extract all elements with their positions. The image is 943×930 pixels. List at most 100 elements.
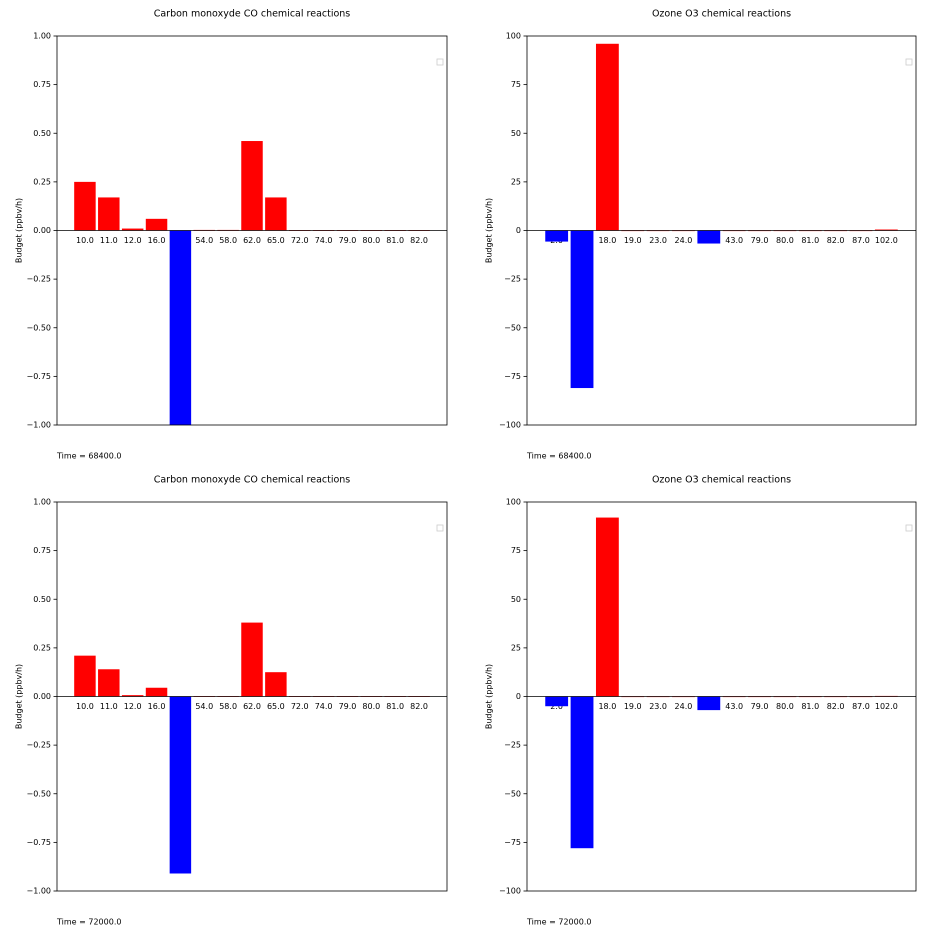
y-tick-label: −0.25 (26, 741, 51, 750)
legend-box (436, 58, 444, 66)
y-tick-label: −25 (504, 275, 521, 284)
y-tick-label: −0.75 (26, 838, 51, 847)
x-tick-label: 82.0 (827, 236, 845, 245)
x-tick-label: 82.0 (410, 236, 428, 245)
x-tick-label: 72.0 (291, 236, 309, 245)
bar (74, 655, 96, 697)
y-tick-label: 1.00 (33, 32, 51, 41)
bar (595, 43, 619, 231)
y-axis-label: Budget (ppbv/h) (485, 198, 494, 263)
x-tick-label: 16.0 (148, 236, 166, 245)
x-tick-label: 62.0 (243, 702, 261, 711)
y-tick-label: −75 (504, 838, 521, 847)
bar (545, 230, 569, 242)
x-tick-label: 54.0 (195, 236, 213, 245)
x-tick-label: 82.0 (827, 702, 845, 711)
x-tick-label: 43.0 (725, 236, 743, 245)
x-tick-label: 65.0 (267, 702, 285, 711)
bar (595, 517, 619, 697)
y-tick-label: 100 (506, 498, 521, 507)
y-tick-label: 1.00 (33, 498, 51, 507)
y-tick-label: −0.50 (26, 789, 51, 798)
x-tick-label: 80.0 (362, 236, 380, 245)
bar (169, 696, 192, 874)
x-tick-label: 82.0 (410, 702, 428, 711)
bar (570, 230, 594, 389)
chart-title: Ozone O3 chemical reactions (652, 475, 791, 486)
legend-box (905, 58, 913, 66)
axes-frame (526, 501, 917, 892)
x-tick-label: 81.0 (386, 236, 404, 245)
y-axis-label: Budget (ppbv/h) (485, 664, 494, 729)
y-axis-label: Budget (ppbv/h) (15, 198, 24, 263)
y-tick-label: −0.50 (26, 323, 51, 332)
x-tick-label: 87.0 (852, 702, 870, 711)
x-tick-label: 81.0 (801, 236, 819, 245)
bar (74, 181, 96, 231)
bar (121, 228, 144, 231)
annotation: Time = 72000.0 (56, 918, 121, 927)
y-tick-label: 50 (511, 129, 521, 138)
bar (241, 141, 263, 231)
y-tick-label: −100 (499, 887, 521, 896)
legend-box (436, 524, 444, 532)
x-tick-label: 102.0 (875, 702, 898, 711)
x-tick-label: 19.0 (624, 702, 642, 711)
bar (874, 229, 898, 231)
bar (121, 695, 144, 697)
chart-title: Ozone O3 chemical reactions (652, 9, 791, 20)
x-tick-label: 54.0 (195, 702, 213, 711)
x-tick-label: 102.0 (875, 236, 898, 245)
y-tick-label: 0.50 (33, 595, 51, 604)
y-tick-label: −50 (504, 323, 521, 332)
bar (241, 622, 263, 697)
y-tick-label: −75 (504, 372, 521, 381)
y-tick-label: −0.25 (26, 275, 51, 284)
x-tick-label: 11.0 (100, 236, 118, 245)
y-tick-label: 75 (511, 80, 521, 89)
x-tick-label: 81.0 (801, 702, 819, 711)
y-tick-label: −100 (499, 421, 521, 430)
x-tick-label: 10.0 (76, 702, 94, 711)
y-tick-label: 0 (516, 226, 521, 235)
bar (98, 669, 120, 697)
x-tick-label: 2.0 (550, 702, 563, 711)
y-tick-label: 0.75 (33, 80, 51, 89)
y-tick-label: 0.00 (33, 692, 51, 701)
y-tick-label: 0 (516, 692, 521, 701)
x-tick-label: 19.0 (624, 236, 642, 245)
y-tick-label: 100 (506, 32, 521, 41)
x-tick-label: 24.0 (675, 702, 693, 711)
annotation: Time = 72000.0 (526, 918, 591, 927)
x-tick-label: 18.0 (598, 702, 616, 711)
bar (697, 230, 721, 244)
x-tick-label: 74.0 (315, 236, 333, 245)
bar (265, 197, 287, 231)
x-tick-label: 58.0 (219, 236, 237, 245)
y-tick-label: 0.25 (33, 177, 51, 186)
y-tick-label: 0.50 (33, 129, 51, 138)
x-tick-label: 18.0 (598, 236, 616, 245)
axes-frame (56, 501, 448, 892)
x-tick-label: 65.0 (267, 236, 285, 245)
bar (570, 696, 594, 849)
x-tick-label: 12.0 (124, 702, 142, 711)
bar (169, 230, 192, 425)
x-tick-label: 81.0 (386, 702, 404, 711)
y-tick-label: −25 (504, 741, 521, 750)
x-tick-label: 43.0 (725, 702, 743, 711)
x-tick-label: 79.0 (339, 702, 357, 711)
x-tick-label: 10.0 (76, 236, 94, 245)
x-tick-label: 24.0 (675, 236, 693, 245)
x-tick-label: 16.0 (148, 702, 166, 711)
legend-box (905, 524, 913, 532)
x-tick-label: 79.0 (339, 236, 357, 245)
x-tick-label: 11.0 (100, 702, 118, 711)
x-tick-label: 23.0 (649, 236, 667, 245)
x-tick-label: 80.0 (776, 236, 794, 245)
bar (265, 672, 287, 697)
axes-frame (526, 35, 917, 426)
y-tick-label: 0.75 (33, 546, 51, 555)
